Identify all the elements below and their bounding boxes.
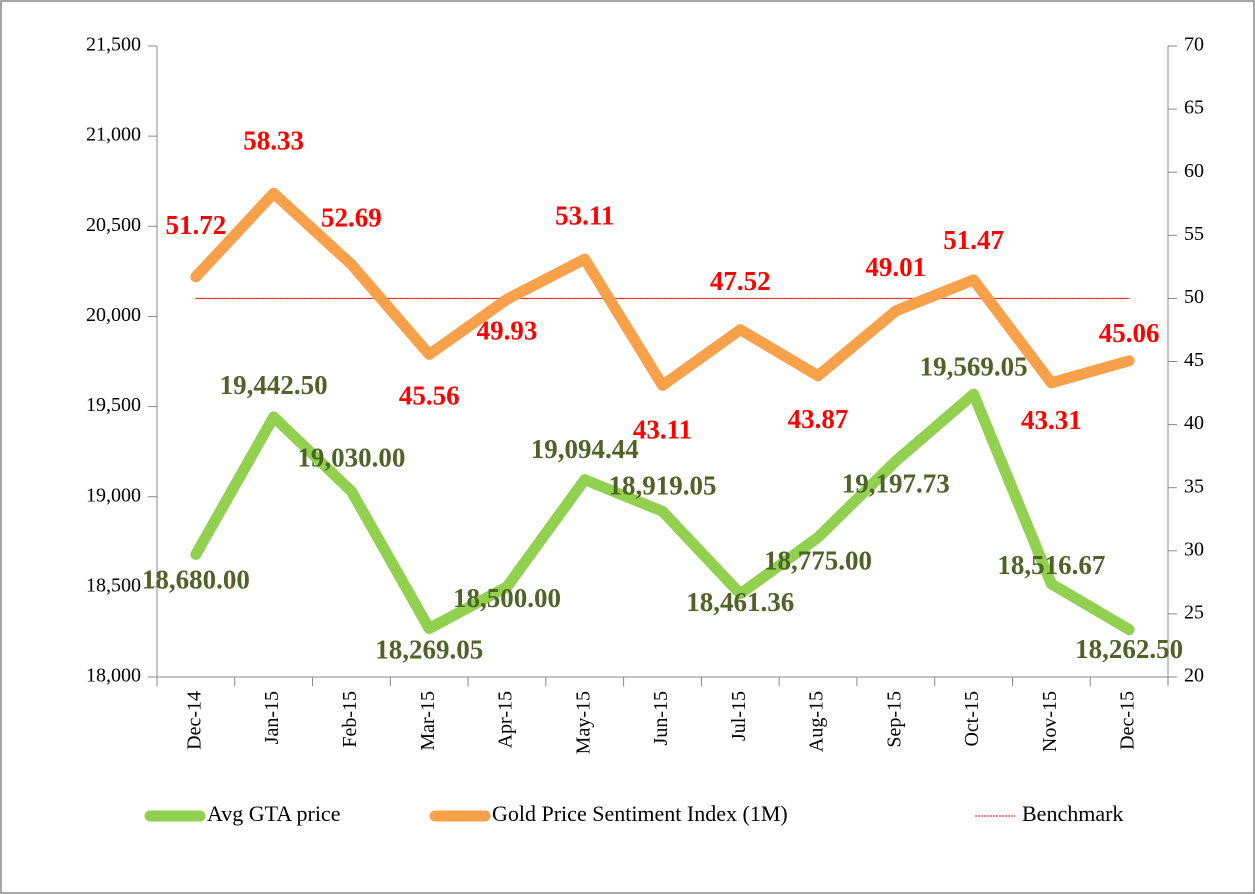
data-label: 58.33 — [243, 125, 304, 155]
data-label: 18,500.00 — [453, 583, 561, 613]
y2-tick-label: 55 — [1184, 223, 1204, 245]
x-tick-label: Jun-15 — [650, 691, 672, 745]
data-label: 18,680.00 — [142, 565, 250, 595]
data-label: 19,569.05 — [920, 351, 1028, 381]
data-label: 45.56 — [399, 381, 460, 411]
data-label: 18,461.36 — [686, 587, 794, 617]
data-label: 43.11 — [633, 415, 692, 445]
y-tick-label: 19,500 — [86, 394, 141, 416]
y2-tick-label: 35 — [1184, 475, 1204, 497]
y-tick-label: 18,000 — [86, 665, 141, 687]
x-tick-label: Nov-15 — [1039, 691, 1061, 752]
data-label: 51.47 — [943, 225, 1004, 255]
data-label: 49.01 — [865, 252, 926, 282]
data-label: 49.93 — [477, 315, 538, 345]
data-label: 45.06 — [1099, 318, 1160, 348]
x-tick-label: Dec-15 — [1117, 691, 1139, 750]
x-tick-label: Oct-15 — [961, 691, 983, 747]
data-label: 47.52 — [710, 266, 771, 296]
y-tick-label: 18,500 — [86, 574, 141, 596]
x-tick-label: Mar-15 — [417, 691, 439, 751]
data-label: 18,775.00 — [764, 545, 872, 575]
data-label: 18,269.05 — [375, 635, 483, 665]
y2-tick-label: 70 — [1184, 34, 1204, 56]
legend-label: Benchmark — [1022, 801, 1123, 826]
y2-tick-label: 60 — [1184, 160, 1204, 182]
y2-tick-label: 20 — [1184, 665, 1204, 687]
x-tick-label: Jan-15 — [261, 691, 283, 744]
series-line — [190, 187, 1135, 391]
series-line — [190, 388, 1135, 636]
data-label: 43.31 — [1021, 405, 1082, 435]
y-tick-label: 21,500 — [86, 34, 141, 56]
data-label: 51.72 — [166, 210, 227, 240]
x-tick-label: Jul-15 — [728, 691, 750, 741]
x-tick-label: May-15 — [572, 691, 594, 754]
y2-tick-label: 40 — [1184, 412, 1204, 434]
x-tick-label: Dec-14 — [183, 691, 205, 750]
legend-label: Gold Price Sentiment Index (1M) — [492, 801, 788, 826]
y2-tick-label: 30 — [1184, 538, 1204, 560]
data-label: 43.87 — [788, 404, 849, 434]
data-label: 18,919.05 — [609, 471, 717, 501]
data-label: 19,030.00 — [297, 443, 405, 473]
data-label: 18,516.67 — [997, 550, 1105, 580]
y2-tick-label: 45 — [1184, 349, 1204, 371]
x-tick-label: Aug-15 — [806, 691, 828, 752]
x-tick-label: Sep-15 — [883, 691, 905, 748]
y-tick-label: 20,000 — [86, 304, 141, 326]
y-tick-label: 19,000 — [86, 484, 141, 506]
data-label: 19,197.73 — [842, 468, 950, 498]
y2-tick-label: 50 — [1184, 286, 1204, 308]
x-tick-label: Feb-15 — [339, 691, 361, 748]
data-label: 53.11 — [555, 200, 614, 230]
data-label: 18,262.50 — [1075, 634, 1183, 664]
legend-label: Avg GTA price — [207, 801, 340, 826]
x-tick-label: Apr-15 — [495, 691, 517, 748]
data-label: 19,094.44 — [531, 434, 639, 464]
y2-tick-label: 25 — [1184, 601, 1204, 623]
y2-tick-label: 65 — [1184, 97, 1204, 119]
data-label: 52.69 — [321, 203, 382, 233]
data-label: 19,442.50 — [220, 370, 328, 400]
y-tick-label: 21,000 — [86, 124, 141, 146]
y-tick-label: 20,500 — [86, 214, 141, 236]
